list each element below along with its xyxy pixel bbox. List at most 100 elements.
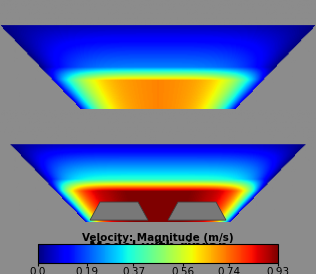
Circle shape (252, 191, 261, 201)
Circle shape (251, 148, 258, 155)
Circle shape (271, 162, 277, 168)
Circle shape (46, 151, 57, 162)
Circle shape (230, 191, 241, 202)
Circle shape (55, 184, 67, 195)
Circle shape (62, 176, 68, 182)
Circle shape (230, 143, 240, 153)
Circle shape (255, 176, 264, 186)
Circle shape (250, 170, 255, 176)
Polygon shape (90, 202, 148, 220)
Polygon shape (236, 25, 316, 109)
Circle shape (4, 144, 11, 151)
Circle shape (52, 154, 61, 163)
Circle shape (57, 169, 62, 175)
Circle shape (228, 147, 239, 158)
Circle shape (48, 177, 55, 184)
Circle shape (250, 161, 259, 170)
Circle shape (80, 150, 86, 157)
Circle shape (63, 181, 74, 192)
Circle shape (246, 174, 255, 183)
Circle shape (75, 175, 82, 181)
Circle shape (252, 179, 258, 185)
Circle shape (63, 178, 71, 187)
Circle shape (286, 148, 294, 156)
Circle shape (244, 156, 252, 164)
Circle shape (268, 149, 275, 156)
Circle shape (29, 163, 40, 175)
Circle shape (69, 198, 77, 207)
Circle shape (54, 181, 62, 189)
Circle shape (236, 172, 243, 180)
Circle shape (46, 157, 53, 164)
Polygon shape (0, 145, 85, 222)
Circle shape (53, 152, 62, 160)
Circle shape (234, 190, 245, 201)
Circle shape (78, 176, 87, 186)
Circle shape (51, 142, 61, 152)
X-axis label: Velocity: Magnitude (m/s): Velocity: Magnitude (m/s) (82, 233, 234, 243)
Circle shape (75, 184, 86, 195)
Circle shape (56, 188, 66, 198)
Circle shape (257, 170, 264, 178)
Circle shape (68, 189, 76, 196)
Circle shape (257, 176, 266, 185)
Circle shape (283, 147, 290, 155)
Circle shape (232, 187, 240, 195)
Circle shape (74, 161, 82, 170)
Text: Model without  riprap: Model without riprap (73, 139, 243, 153)
Circle shape (251, 159, 260, 168)
Circle shape (252, 184, 260, 191)
Circle shape (77, 198, 89, 209)
Circle shape (230, 175, 240, 186)
Circle shape (40, 169, 51, 179)
Circle shape (72, 144, 79, 152)
Polygon shape (231, 145, 316, 222)
Circle shape (57, 171, 66, 181)
Circle shape (47, 176, 54, 183)
Circle shape (244, 181, 254, 192)
Circle shape (256, 187, 266, 197)
Circle shape (258, 149, 264, 155)
Polygon shape (0, 25, 80, 109)
Circle shape (267, 171, 275, 179)
Circle shape (78, 178, 88, 187)
Circle shape (47, 180, 52, 185)
Circle shape (67, 203, 75, 211)
Circle shape (238, 174, 248, 184)
Circle shape (34, 164, 42, 172)
Circle shape (233, 168, 241, 176)
Circle shape (252, 144, 258, 150)
Circle shape (276, 142, 288, 153)
Circle shape (230, 205, 240, 216)
Circle shape (16, 156, 27, 167)
Circle shape (36, 146, 44, 153)
Circle shape (77, 151, 87, 161)
Circle shape (52, 150, 61, 160)
Circle shape (254, 145, 264, 155)
Circle shape (240, 189, 251, 200)
Circle shape (292, 152, 304, 163)
Circle shape (62, 196, 70, 204)
Circle shape (64, 158, 71, 165)
Text: Model with riprap: Model with riprap (88, 240, 228, 254)
Circle shape (261, 155, 267, 161)
Circle shape (286, 146, 294, 154)
Circle shape (252, 186, 261, 194)
Circle shape (44, 157, 52, 165)
Circle shape (51, 165, 56, 170)
Circle shape (245, 192, 252, 200)
Circle shape (67, 155, 78, 166)
Circle shape (234, 199, 244, 210)
Circle shape (65, 192, 75, 200)
Circle shape (52, 173, 62, 182)
Circle shape (26, 163, 34, 171)
Circle shape (63, 186, 71, 195)
Circle shape (264, 148, 272, 156)
Circle shape (236, 155, 244, 163)
Circle shape (262, 168, 270, 176)
Circle shape (22, 148, 31, 157)
Circle shape (257, 175, 268, 186)
Circle shape (247, 194, 253, 200)
Circle shape (54, 156, 60, 161)
Circle shape (13, 144, 22, 154)
